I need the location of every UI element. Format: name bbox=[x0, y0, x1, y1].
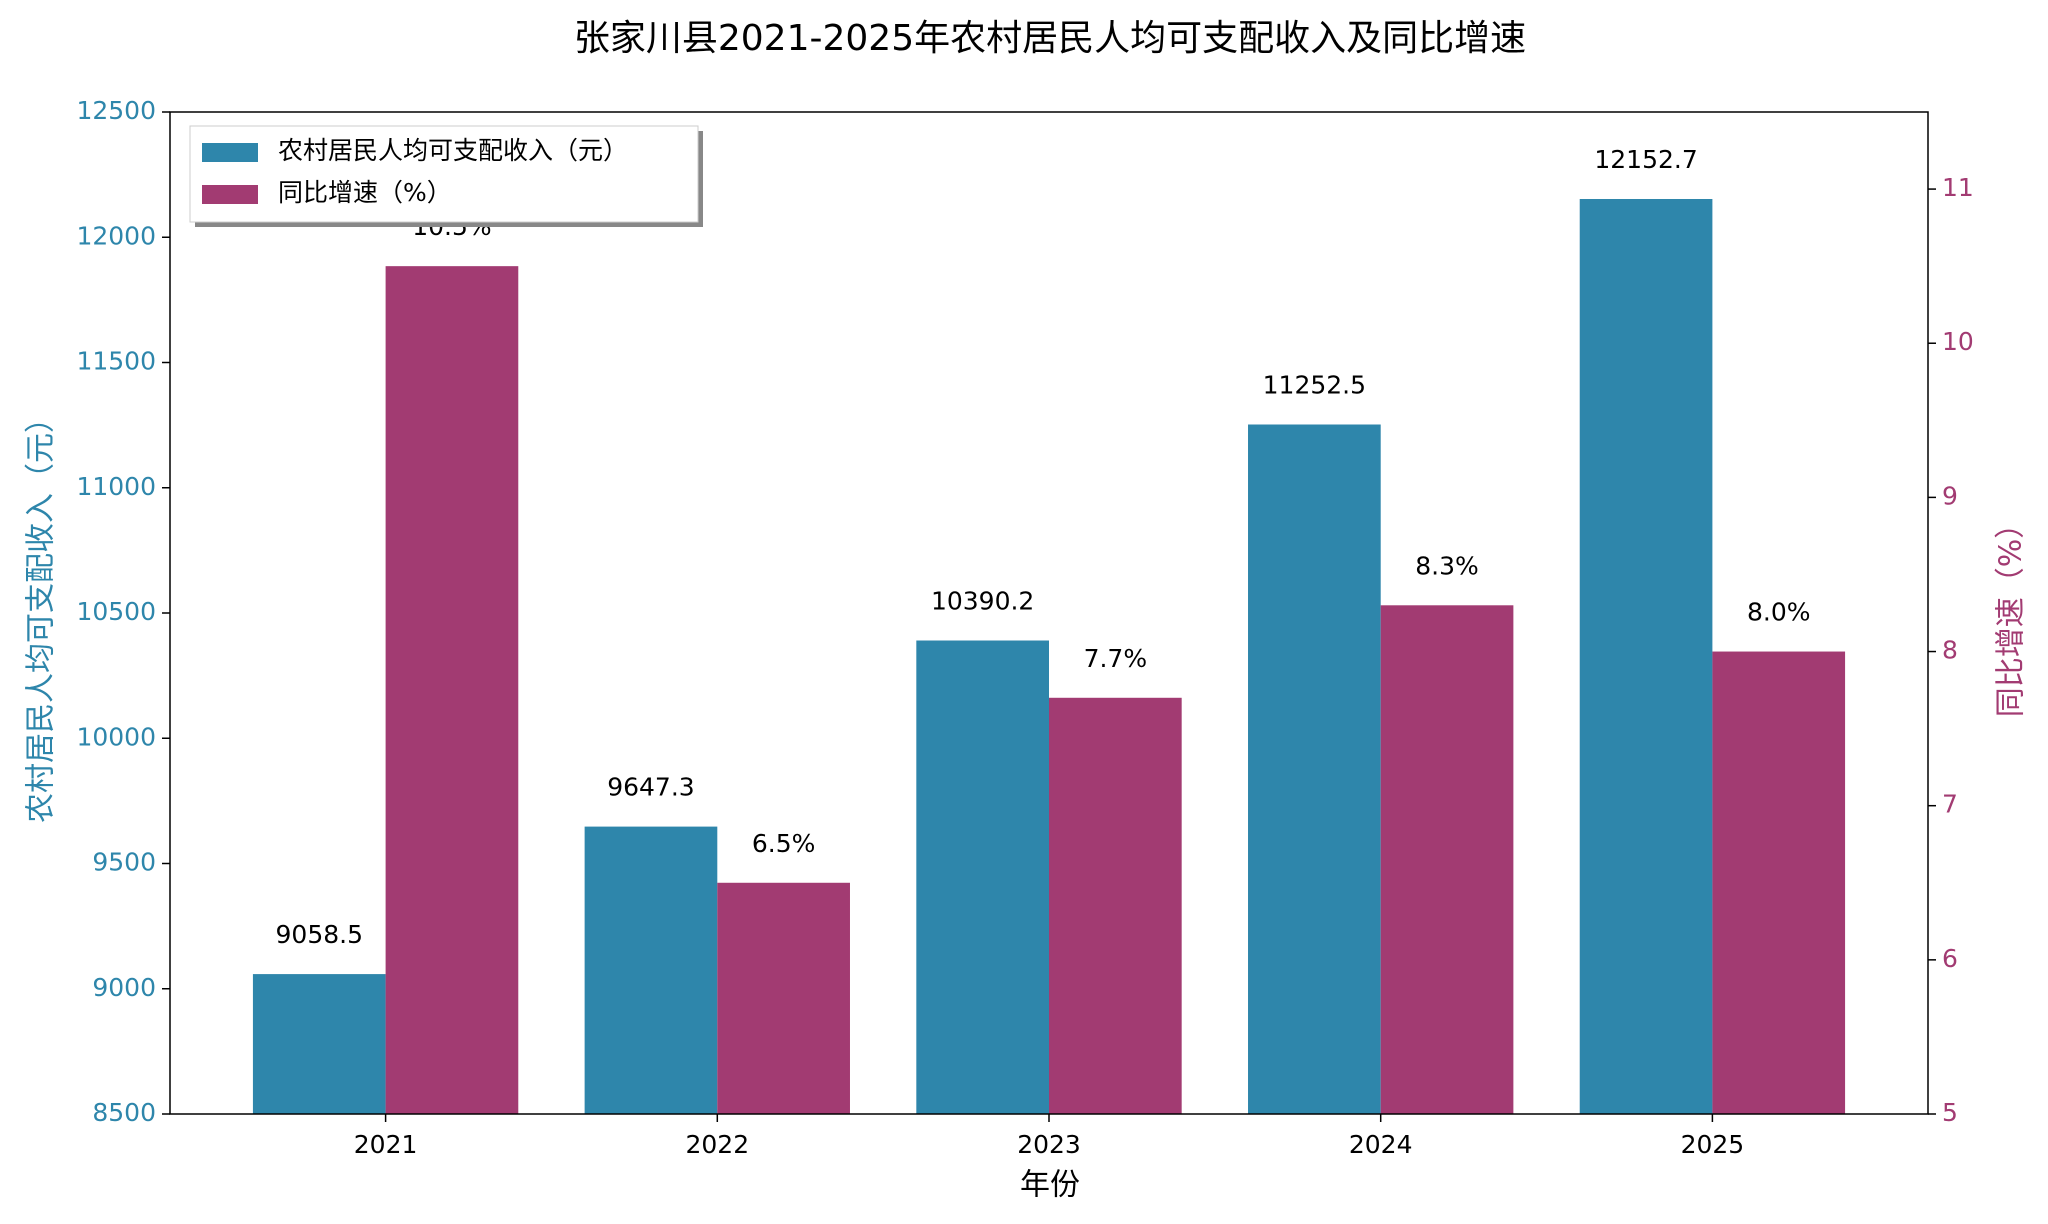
y-tick-label: 10500 bbox=[76, 597, 156, 626]
y-tick-label: 11500 bbox=[76, 347, 156, 376]
y2-axis-label: 同比增速（%） bbox=[1994, 509, 2029, 718]
x-axis-label: 年份 bbox=[1020, 1168, 1080, 1203]
value-label: 7.7% bbox=[1084, 644, 1148, 673]
x-tick-label: 2024 bbox=[1349, 1130, 1413, 1159]
value-label: 8.3% bbox=[1415, 551, 1479, 580]
legend-swatch bbox=[202, 185, 258, 204]
bar bbox=[1248, 424, 1381, 1114]
y2-tick-label: 5 bbox=[1942, 1098, 1958, 1127]
y-tick-label: 9000 bbox=[92, 973, 156, 1002]
y-tick-label: 11000 bbox=[76, 472, 156, 501]
legend-label: 农村居民人均可支配收入（元） bbox=[278, 136, 628, 165]
y-tick-label: 8500 bbox=[92, 1098, 156, 1127]
y2-tick-label: 7 bbox=[1942, 790, 1958, 819]
legend-label: 同比增速（%） bbox=[278, 178, 452, 207]
y-tick-label: 9500 bbox=[92, 848, 156, 877]
y2-tick-label: 11 bbox=[1942, 173, 1974, 202]
value-label: 11252.5 bbox=[1263, 370, 1366, 399]
legend-swatch bbox=[202, 143, 258, 162]
bar bbox=[1380, 605, 1514, 1114]
value-label: 6.5% bbox=[752, 829, 816, 858]
bar bbox=[1049, 697, 1182, 1114]
y2-tick-label: 9 bbox=[1942, 481, 1958, 510]
bar bbox=[584, 826, 718, 1114]
plot-frame bbox=[169, 111, 1929, 1115]
legend-box bbox=[189, 125, 699, 223]
bar bbox=[717, 882, 850, 1114]
bar bbox=[1712, 651, 1846, 1114]
bar bbox=[385, 266, 519, 1115]
y-tick-label: 10000 bbox=[76, 722, 156, 751]
x-tick-label: 2021 bbox=[354, 1130, 418, 1159]
y-tick-label: 12500 bbox=[76, 96, 156, 125]
y-axis-label: 农村居民人均可支配收入（元） bbox=[24, 403, 59, 823]
x-tick-label: 2023 bbox=[1017, 1130, 1081, 1159]
bar bbox=[1579, 198, 1713, 1114]
bar bbox=[252, 974, 386, 1114]
value-label: 8.0% bbox=[1747, 598, 1811, 627]
x-tick-label: 2022 bbox=[685, 1130, 749, 1159]
y2-tick-label: 8 bbox=[1942, 636, 1958, 665]
x-tick-label: 2025 bbox=[1681, 1130, 1745, 1159]
value-label: 10390.2 bbox=[931, 587, 1034, 616]
value-label: 9647.3 bbox=[607, 773, 694, 802]
chart-title: 张家川县2021-2025年农村居民人均可支配收入及同比增速 bbox=[574, 18, 1526, 59]
value-label: 9058.5 bbox=[276, 920, 363, 949]
y2-tick-label: 6 bbox=[1942, 944, 1958, 973]
bar bbox=[916, 640, 1049, 1114]
y-tick-label: 12000 bbox=[76, 221, 156, 250]
y2-tick-label: 10 bbox=[1942, 327, 1974, 356]
value-label: 12152.7 bbox=[1594, 145, 1697, 174]
